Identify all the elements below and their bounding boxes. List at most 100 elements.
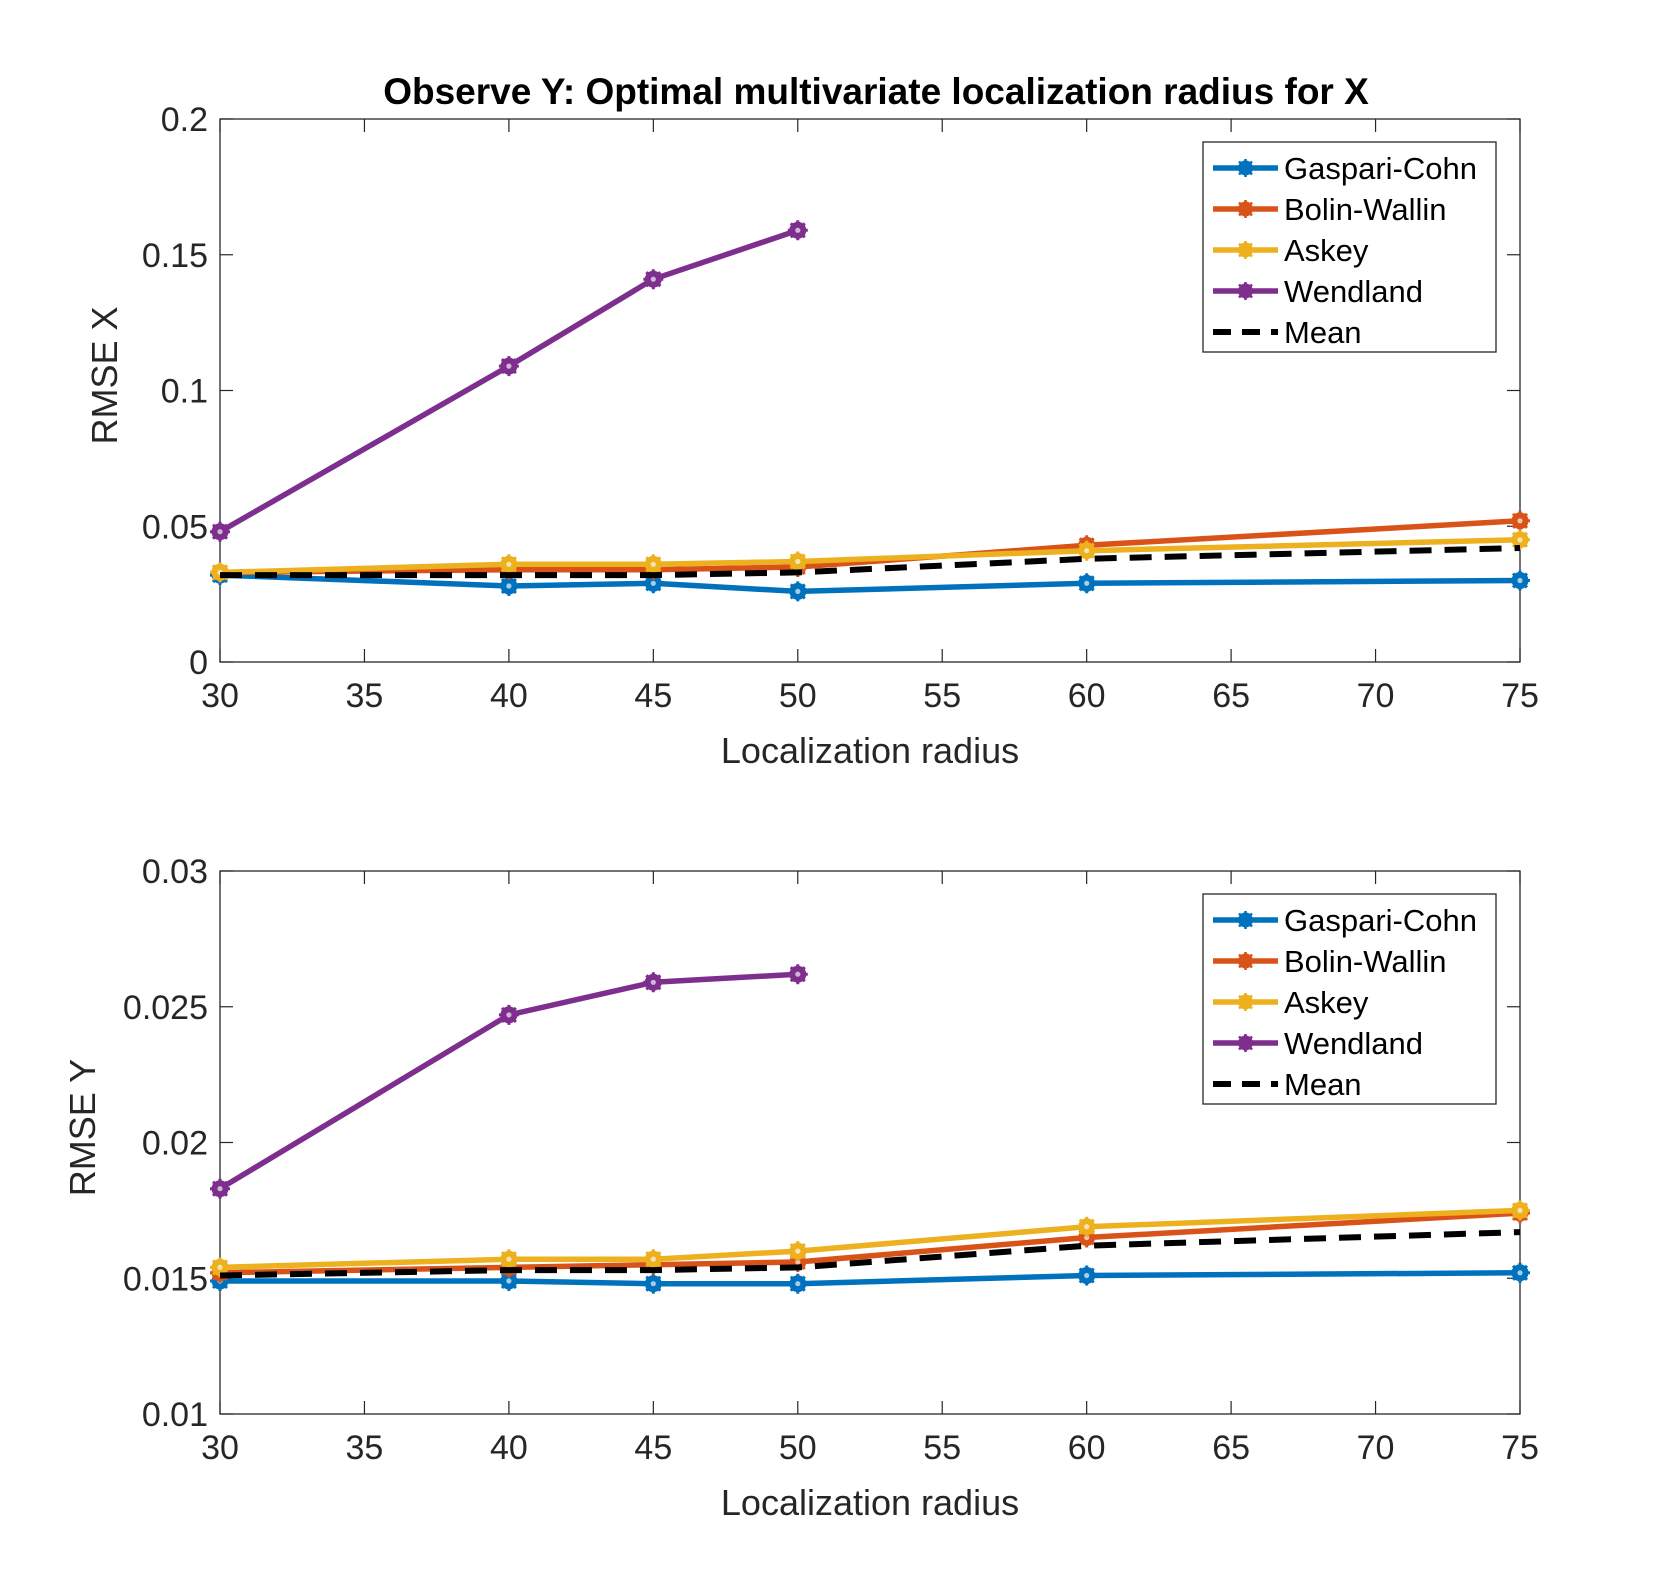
series-line-askey (219, 1207, 1521, 1271)
data-point-gaspari-cohn (643, 573, 664, 594)
data-point-center (650, 1281, 656, 1287)
data-point-gaspari-cohn (787, 1273, 808, 1294)
legend-marker-star (1236, 159, 1255, 177)
y-tick-label: 0 (189, 644, 208, 682)
legend-marker-bolin-wallin (1236, 200, 1255, 218)
data-point-center (1517, 518, 1523, 524)
data-point-wendland (498, 356, 519, 377)
x-tick-label: 55 (923, 1429, 961, 1467)
y-tick-label: 0.05 (142, 508, 208, 546)
y-tick-label: 0.1 (161, 373, 208, 411)
data-point-askey (1076, 540, 1097, 561)
data-point-wendland (643, 269, 664, 290)
data-point-center (217, 1186, 223, 1192)
data-point-gaspari-cohn (1510, 570, 1530, 591)
x-tick-label: 40 (490, 1429, 528, 1467)
legend-marker-star (1236, 952, 1255, 970)
data-point-center (795, 227, 801, 233)
x-tick-label: 30 (201, 1429, 239, 1467)
data-point-gaspari-cohn (1076, 573, 1097, 594)
legend-marker-star (1236, 241, 1255, 259)
x-tick-label: 60 (1068, 1429, 1106, 1467)
data-point-askey (1510, 529, 1530, 550)
legend-label-bolin-wallin: Bolin-Wallin (1284, 944, 1447, 979)
data-point-center (795, 971, 801, 977)
legend-marker-star (1236, 993, 1255, 1011)
legend-marker-wendland (1236, 1034, 1255, 1052)
data-point-center (795, 1248, 801, 1254)
data-point-gaspari-cohn (498, 576, 519, 596)
legend-marker-star (1236, 282, 1255, 300)
data-point-gaspari-cohn (643, 1273, 664, 1294)
legend: Gaspari-Cohn Bolin-Wallin Askey Wendland Mea… (1202, 893, 1497, 1105)
series-line-wendland (218, 227, 799, 535)
y-tick-label: 0.2 (161, 101, 208, 139)
legend-label-wendland: Wendland (1284, 1026, 1423, 1061)
data-point-wendland (498, 1004, 519, 1025)
data-point-gaspari-cohn (787, 581, 808, 602)
data-point-center (1084, 1224, 1090, 1230)
series-line-bolin-wallin (219, 1210, 1521, 1276)
data-point-askey (787, 1241, 808, 1262)
y-tick-label: 0.025 (123, 989, 208, 1027)
chart-title: Observe Y: Optimal multivariate localiza… (383, 71, 1369, 112)
data-point-center (650, 580, 656, 586)
data-point-center (1084, 580, 1090, 586)
data-point-askey (498, 1249, 519, 1270)
legend-marker-gaspari-cohn (1236, 159, 1255, 177)
y-axis-label: RMSE X (84, 306, 125, 444)
x-tick-label: 50 (779, 1429, 817, 1467)
data-point-gaspari-cohn (1076, 1265, 1097, 1286)
legend-marker-gaspari-cohn (1236, 911, 1255, 929)
data-point-wendland (210, 1178, 230, 1199)
data-point-center (506, 1012, 512, 1018)
data-point-center (217, 1264, 223, 1270)
data-point-center (1084, 548, 1090, 554)
data-point-askey (643, 1249, 664, 1270)
x-tick-label: 75 (1501, 677, 1539, 715)
y-tick-label: 0.03 (142, 853, 208, 891)
series-line-bolin-wallin (219, 518, 1521, 576)
x-tick-label: 40 (490, 677, 528, 715)
data-point-askey (787, 551, 808, 572)
legend-label-askey: Askey (1284, 233, 1369, 268)
series-line-mean (219, 1229, 1521, 1279)
x-tick-label: 50 (779, 677, 817, 715)
data-point-wendland (787, 220, 808, 241)
series-line-askey (219, 537, 1521, 576)
bottom-panel-rmse-y: 30 35 40 45 50 55 60 65 70 75 0.01 0.015 0.02 0.025 0.… (62, 853, 1539, 1523)
series-line-mean (220, 545, 1521, 579)
x-tick-label: 35 (346, 677, 384, 715)
x-tick-label: 30 (201, 677, 239, 715)
legend-label-bolin-wallin: Bolin-Wallin (1284, 192, 1447, 227)
y-tick-label: 0.02 (142, 1125, 208, 1163)
legend-marker-wendland (1236, 282, 1255, 300)
data-point-center (506, 583, 512, 589)
data-point-gaspari-cohn (498, 1271, 519, 1291)
data-point-center (506, 1256, 512, 1262)
series-line-gaspari-cohn (220, 1270, 1521, 1287)
legend-marker-star (1236, 200, 1255, 218)
legend-marker-star (1236, 911, 1255, 929)
data-point-center (795, 558, 801, 565)
data-point-center (1517, 577, 1523, 584)
x-tick-label: 35 (346, 1429, 384, 1467)
x-tick-label: 65 (1212, 677, 1250, 715)
data-point-center (217, 529, 223, 535)
x-tick-label: 70 (1357, 1429, 1395, 1467)
series-line-wendland (218, 971, 798, 1192)
x-tick-label: 60 (1068, 677, 1106, 715)
data-point-center (650, 276, 656, 282)
legend-marker-askey (1236, 993, 1255, 1011)
data-point-center (650, 979, 656, 985)
data-point-wendland (787, 964, 808, 985)
x-tick-label: 45 (634, 1429, 672, 1467)
legend-box (1202, 141, 1497, 353)
x-axis-label: Localization radius (721, 1482, 1019, 1523)
legend: Gaspari-Cohn Bolin-Wallin Askey Wendland Mea… (1202, 141, 1497, 353)
top-panel-rmse-x: 30 35 40 45 50 55 60 65 70 75 0 0.05 0.1 0.15 0.2 Local… (84, 101, 1539, 771)
data-point-askey (643, 554, 664, 575)
legend-label-mean: Mean (1284, 315, 1362, 350)
data-point-center (1517, 537, 1523, 543)
